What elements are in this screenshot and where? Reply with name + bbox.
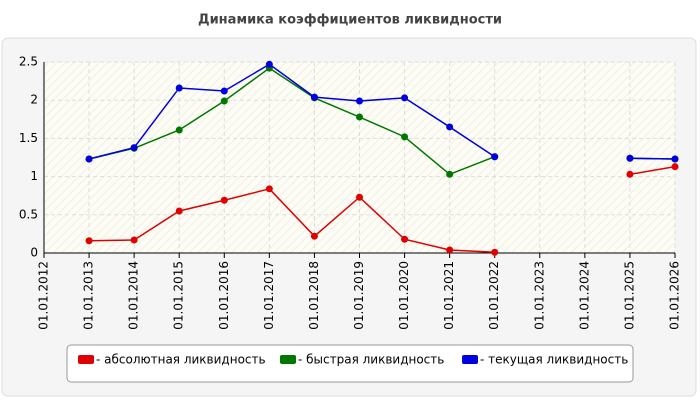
x-tick-label: 01.01.2021	[442, 261, 456, 330]
point	[446, 123, 454, 131]
point	[175, 84, 183, 92]
series-line	[89, 165, 676, 253]
y-tick-label: 1	[30, 169, 38, 183]
y-tick-label: 0.5	[19, 207, 38, 221]
legend-swatch	[280, 355, 296, 364]
point	[220, 196, 228, 204]
x-tick-label: 01.01.2023	[532, 261, 546, 330]
point	[401, 235, 409, 243]
point	[446, 170, 454, 178]
x-tick-label: 01.01.2015	[172, 261, 186, 330]
point	[130, 236, 138, 244]
chart-title: Динамика коэффициентов ликвидности	[198, 13, 502, 28]
x-tick-label: 01.01.2022	[487, 261, 501, 330]
x-tick-label: 01.01.2014	[127, 261, 141, 330]
point	[401, 133, 409, 141]
point	[310, 232, 318, 240]
legend	[66, 344, 634, 383]
y-tick-label: 2.5	[19, 55, 38, 69]
point	[626, 170, 634, 178]
point	[671, 163, 679, 171]
point	[491, 153, 499, 161]
x-tick-label: 01.01.2020	[397, 261, 411, 330]
point	[491, 248, 499, 256]
x-tick-label: 01.01.2024	[577, 261, 591, 330]
point	[265, 60, 273, 68]
point	[265, 185, 273, 193]
legend-label: - текущая ликвидность	[480, 353, 628, 367]
point	[220, 97, 228, 105]
point	[626, 154, 634, 162]
point	[175, 126, 183, 134]
x-tick-label: 01.01.2017	[262, 261, 276, 330]
point	[401, 94, 409, 102]
x-tick-label: 01.01.2018	[307, 261, 321, 330]
point	[220, 87, 228, 95]
x-tick-label: 01.01.2016	[217, 261, 231, 330]
point	[310, 93, 318, 101]
point	[356, 193, 363, 201]
y-tick-label: 2	[30, 93, 38, 107]
point	[85, 237, 93, 245]
legend-swatch	[78, 355, 94, 364]
point	[356, 97, 363, 105]
series-line	[88, 63, 676, 160]
point	[175, 207, 183, 215]
point	[85, 155, 93, 163]
x-tick-label: 01.01.2025	[622, 261, 636, 330]
legend-label: - быстрая ликвидность	[298, 353, 444, 367]
x-tick-label: 01.01.2012	[37, 261, 51, 330]
legend-swatch	[462, 355, 478, 364]
point	[671, 155, 679, 163]
x-tick-label: 01.01.2026	[668, 261, 682, 330]
point	[446, 246, 454, 254]
y-tick-label: 1.5	[19, 131, 38, 145]
legend-label: - абсолютная ликвидность	[96, 353, 266, 367]
x-tick-label: 01.01.2019	[352, 261, 366, 330]
x-tick-label: 01.01.2013	[82, 261, 96, 330]
y-tick-label: 0	[30, 246, 38, 260]
point	[130, 144, 138, 152]
point	[356, 113, 363, 121]
